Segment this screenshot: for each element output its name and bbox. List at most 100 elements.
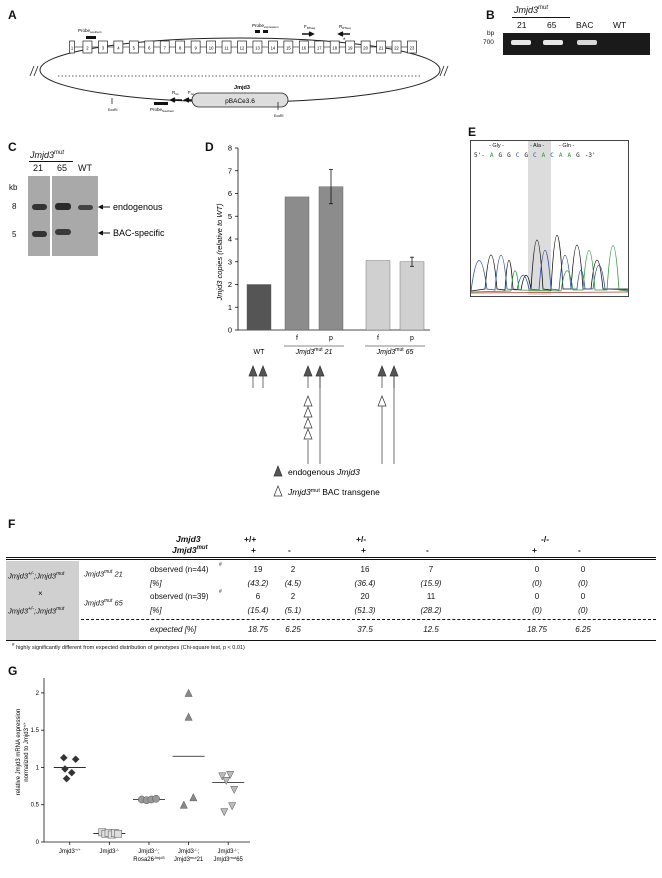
panelb-band-bac [577, 40, 597, 45]
exon-label-11: 11 [224, 46, 229, 51]
line21-percent-cell: (43.2) [247, 579, 269, 588]
endogenous-arrow [97, 204, 110, 210]
line65-percent-cell: (0) [578, 606, 588, 615]
expected-cell: 6.25 [575, 625, 591, 634]
copy-number-chart: Jmjd3 copies (relative to WT) 012345678 … [215, 144, 430, 497]
panelb-lane-bac: BAC [576, 20, 594, 30]
chart-g-ytick-label: 1.5 [31, 728, 40, 734]
sequence-base: A [489, 152, 494, 159]
vector-backbone-box [191, 92, 289, 108]
line21-observed-label: observed (n=44) [150, 565, 209, 574]
vector-label: pBACe3.6 [225, 98, 255, 105]
legend-transgene-marker [273, 485, 283, 497]
trace-c [471, 250, 628, 292]
chart-d-ytick-label: 0 [228, 326, 232, 335]
panelc-splice-line [50, 176, 52, 256]
chart-g-ytick-label: 0.5 [31, 803, 40, 809]
exon-label-10: 10 [209, 46, 214, 51]
probe-southern-top-label: Probesouthern [78, 28, 102, 34]
chart-d-ytick-label: 5 [228, 212, 232, 221]
chart-g-category-label-2: Rosa26Jmjd3 [133, 855, 165, 863]
exon-label-13: 13 [255, 46, 260, 51]
panelc-band-65-bac [55, 229, 71, 235]
exon-label-18: 18 [332, 46, 337, 51]
chart-g-axis: 0 0.5 1 1.5 2 [31, 678, 250, 846]
transgene-copy-triangle [303, 428, 313, 440]
panel-label-d: D [205, 140, 214, 154]
line21-observed-cell: 0 [580, 565, 586, 574]
line21-observed-cell: 2 [290, 565, 296, 574]
panelc-size-8: 8 [12, 202, 17, 211]
exon-label-12: 12 [240, 46, 245, 51]
r-rtseq-label: RRTseq [339, 24, 351, 30]
chart-d-bar-label: f [377, 335, 379, 342]
panelb-lane-21: 21 [517, 20, 527, 30]
panelc-band-wt-endo [78, 205, 93, 210]
chart-g-point-triangle-up [184, 688, 193, 697]
sequence-base: A [558, 152, 563, 159]
chart-g-ytick-label: 1 [36, 765, 40, 771]
chart-g-point-triangle-down [222, 777, 231, 786]
expected-rule [81, 619, 656, 620]
chart-d-ytick-label: 1 [228, 303, 232, 312]
expected-label: expected [%] [150, 625, 197, 634]
chart-d-bar [399, 261, 425, 331]
panelc-size-5: 5 [12, 230, 17, 239]
exon-label-8: 8 [179, 46, 182, 51]
line21-observed-cell: 7 [428, 565, 434, 574]
sequence-base: G [524, 152, 528, 159]
exon-label-9: 9 [194, 46, 197, 51]
exon-label-15: 15 [286, 46, 291, 51]
legend-endogenous-label: endogenous Jmjd3 [288, 467, 360, 477]
table-footnote: # highly significantly different from ex… [12, 642, 245, 651]
line65-observed-cell: 20 [360, 592, 370, 601]
chart-g-point-triangle-down [218, 772, 227, 781]
transgene-header-cell: + [361, 545, 366, 555]
chart-g-point-square [114, 829, 122, 838]
expected-cell: 12.5 [423, 625, 439, 634]
chart-d-bar [365, 260, 391, 331]
panelc-band-65-endo [55, 203, 71, 210]
probe-southern-top-mark [86, 36, 96, 39]
cross-parent-2: Jmjd3+/-;Jmjd3mut [8, 606, 65, 616]
chart-d-bar [318, 186, 344, 331]
panel-label-e: E [468, 125, 477, 139]
chart-g-point-diamond [62, 774, 71, 783]
r-rtseq-arrow [337, 31, 350, 37]
line65-percent-cell: (0) [532, 606, 542, 615]
panelb-lane-65: 65 [547, 20, 557, 30]
chart-g-point-circle [152, 794, 160, 803]
trace-g [471, 235, 628, 292]
chart-g-point-triangle-down [220, 808, 229, 817]
chart-g-point-diamond [59, 753, 68, 762]
chart-d-ytick-label: 3 [228, 257, 232, 266]
chart-d-ytick-label: 4 [228, 235, 232, 244]
exon-row: 1 2 3 4 5 6 7 8 9 10 11 12 13 14 15 16 17 18 19 20 21 22 23 [69, 40, 417, 54]
chromatogram-traces [471, 235, 628, 294]
exon-box-13 [252, 40, 263, 54]
chart-g-point-triangle-up [184, 712, 193, 721]
chart-g-category-label: Jmjd3+/+ [59, 847, 81, 855]
chart-d-bar-label: f [296, 335, 298, 342]
expected-cell: 37.5 [357, 625, 373, 634]
chart-g-point-triangle-up [179, 800, 188, 809]
chart-g-point-triangle-up [189, 793, 198, 802]
exon-label-5: 5 [133, 46, 136, 51]
chart-g-category-label-2: Jmjd3mut65 [214, 855, 244, 863]
bac-band-label: BAC-specific [113, 228, 165, 238]
r-gt-label: RGt [172, 90, 179, 96]
sequence-base: 5'- [474, 152, 485, 159]
panelb-size-700: 700 [483, 39, 494, 46]
line65-observed-cell: 0 [534, 592, 540, 601]
sequence-base: A [567, 152, 572, 159]
bac-arrow [97, 230, 110, 236]
exon-label-2: 2 [86, 46, 89, 51]
sequence-base: C [550, 152, 554, 159]
panelc-band-21-bac [32, 231, 47, 237]
sequence-base: G [507, 152, 511, 159]
panelc-band-annotations: endogenous BAC-specific [97, 202, 165, 238]
chart-g-point-diamond [61, 764, 69, 773]
line65-observed-label: observed (n=39) [150, 592, 209, 601]
table-top-rule [6, 557, 656, 558]
probe-expression-mark-2 [263, 30, 268, 33]
